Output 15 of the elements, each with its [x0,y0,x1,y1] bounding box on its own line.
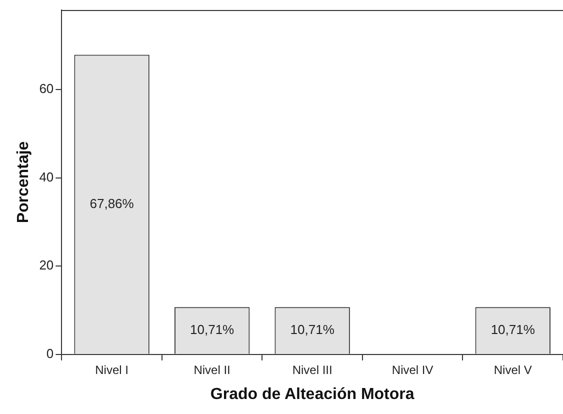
data-label: 67,86% [90,196,134,211]
x-tick-label: Nivel I [95,362,128,377]
data-label: 10,71% [190,322,235,338]
x-tick-label: Nivel III [292,362,332,377]
x-tick-label: Nivel II [194,362,230,377]
data-label: 10,71% [290,322,335,338]
x-tick-label: Nivel IV [392,362,434,377]
y-tick-label: 60 [39,81,54,96]
y-tick-label: 40 [39,169,54,184]
y-axis-title: Porcentaje [15,141,32,224]
y-tick-label: 0 [46,346,54,361]
x-axis-title: Grado de Alteación Motora [210,386,414,403]
data-label: 10,71% [490,322,536,338]
y-tick-label: 20 [39,258,54,273]
x-tick-label: Nivel V [494,362,532,377]
